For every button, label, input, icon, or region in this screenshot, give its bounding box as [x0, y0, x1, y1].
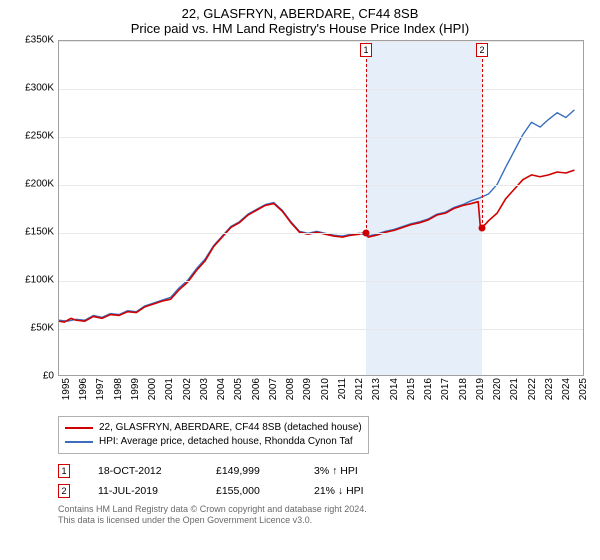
x-tick-label: 2006	[251, 378, 262, 400]
footer-attribution: Contains HM Land Registry data © Crown c…	[58, 504, 590, 527]
sales-row-price: £155,000	[216, 485, 286, 497]
chart-title-line2: Price paid vs. HM Land Registry's House …	[10, 21, 590, 36]
x-tick-label: 1998	[113, 378, 124, 400]
sale-marker-box: 1	[360, 43, 372, 57]
footer-line1: Contains HM Land Registry data © Crown c…	[58, 504, 590, 515]
y-tick-label: £0	[43, 371, 54, 382]
y-axis: £0£50K£100K£150K£200K£250K£300K£350K	[10, 40, 58, 376]
gridline-h	[59, 41, 583, 42]
x-tick-label: 2000	[147, 378, 158, 400]
gridline-h	[59, 185, 583, 186]
sale-marker-box: 2	[476, 43, 488, 57]
legend-swatch	[65, 441, 93, 443]
gridline-h	[59, 233, 583, 234]
x-tick-label: 2017	[440, 378, 451, 400]
x-tick-label: 2008	[285, 378, 296, 400]
legend-box: 22, GLASFRYN, ABERDARE, CF44 8SB (detach…	[58, 416, 369, 454]
x-tick-label: 2024	[561, 378, 572, 400]
y-tick-label: £100K	[25, 275, 54, 286]
x-tick-label: 2025	[578, 378, 589, 400]
chart-title-line1: 22, GLASFRYN, ABERDARE, CF44 8SB	[10, 6, 590, 21]
footer-line2: This data is licensed under the Open Gov…	[58, 515, 590, 526]
x-tick-label: 2020	[492, 378, 503, 400]
sale-marker-dot	[362, 230, 369, 237]
x-tick-label: 2023	[544, 378, 555, 400]
y-tick-label: £50K	[31, 323, 54, 334]
x-tick-label: 2004	[216, 378, 227, 400]
series-hpi	[59, 110, 574, 321]
plot-region: 12	[58, 40, 584, 376]
y-tick-label: £300K	[25, 83, 54, 94]
y-tick-label: £350K	[25, 35, 54, 46]
x-tick-label: 2003	[199, 378, 210, 400]
sales-row: 1 18-OCT-2012 £149,999 3% ↑ HPI	[58, 464, 590, 478]
sales-table: 1 18-OCT-2012 £149,999 3% ↑ HPI 2 11-JUL-2019…	[58, 464, 590, 498]
y-tick-label: £200K	[25, 179, 54, 190]
sales-row-pct: 21% ↓ HPI	[314, 485, 364, 497]
sale-marker-dot	[479, 225, 486, 232]
legend-row: 22, GLASFRYN, ABERDARE, CF44 8SB (detach…	[65, 421, 362, 435]
gridline-h	[59, 329, 583, 330]
sales-row-date: 11-JUL-2019	[98, 485, 188, 497]
x-tick-label: 1997	[95, 378, 106, 400]
x-tick-label: 2007	[268, 378, 279, 400]
sale-marker-dash	[366, 59, 367, 233]
legend-swatch	[65, 427, 93, 429]
x-tick-label: 2002	[182, 378, 193, 400]
gridline-h	[59, 89, 583, 90]
sales-row: 2 11-JUL-2019 £155,000 21% ↓ HPI	[58, 484, 590, 498]
chart-area: £0£50K£100K£150K£200K£250K£300K£350K 12 …	[10, 40, 590, 410]
y-tick-label: £250K	[25, 131, 54, 142]
x-tick-label: 1996	[78, 378, 89, 400]
x-tick-label: 2005	[233, 378, 244, 400]
legend-row: HPI: Average price, detached house, Rhon…	[65, 435, 362, 449]
x-tick-label: 2010	[320, 378, 331, 400]
x-axis: 1995 1996 1997 1998 1999 2000 2001 2002 2003 2004…	[58, 376, 584, 410]
x-tick-label: 2022	[527, 378, 538, 400]
gridline-h	[59, 281, 583, 282]
x-tick-label: 2015	[406, 378, 417, 400]
x-tick-label: 2021	[509, 378, 520, 400]
x-tick-label: 2001	[164, 378, 175, 400]
x-tick-label: 2014	[389, 378, 400, 400]
x-tick-label: 1995	[61, 378, 72, 400]
y-tick-label: £150K	[25, 227, 54, 238]
series-svg	[59, 41, 583, 376]
legend-label: HPI: Average price, detached house, Rhon…	[99, 435, 353, 449]
sales-row-num: 1	[58, 464, 70, 478]
sales-row-pct: 3% ↑ HPI	[314, 465, 358, 477]
x-tick-label: 2009	[302, 378, 313, 400]
gridline-h	[59, 137, 583, 138]
x-tick-label: 2019	[475, 378, 486, 400]
sales-row-date: 18-OCT-2012	[98, 465, 188, 477]
x-tick-label: 2011	[337, 378, 348, 400]
sales-row-num: 2	[58, 484, 70, 498]
x-tick-label: 2016	[423, 378, 434, 400]
x-tick-label: 2012	[354, 378, 365, 400]
x-tick-label: 2018	[458, 378, 469, 400]
x-tick-label: 2013	[371, 378, 382, 400]
sale-marker-dash	[482, 59, 483, 228]
series-subject	[59, 170, 574, 322]
legend-label: 22, GLASFRYN, ABERDARE, CF44 8SB (detach…	[99, 421, 362, 435]
x-tick-label: 1999	[130, 378, 141, 400]
sales-row-price: £149,999	[216, 465, 286, 477]
